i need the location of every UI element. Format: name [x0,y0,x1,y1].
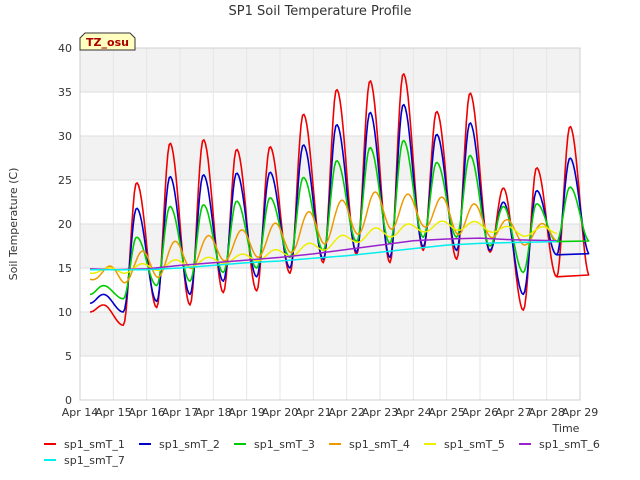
legend-label-sp1_smT_5: sp1_smT_5 [444,438,505,451]
legend-label-sp1_smT_6: sp1_smT_6 [539,438,600,451]
plot-band [80,92,580,136]
y-tick-label: 30 [58,130,72,143]
legend-label-sp1_smT_3: sp1_smT_3 [254,438,315,451]
x-tick-label: Apr 28 [528,406,565,419]
x-axis-label: Time [552,422,580,435]
y-axis-label: Soil Temperature (C) [7,168,20,281]
series-line-sp1_smT_5 [89,220,557,275]
y-tick-label: 25 [58,174,72,187]
legend: sp1_smT_1 sp1_smT_2 sp1_smT_3 sp1_smT_4 sp1_… [44,438,600,467]
x-tick-label: Apr 23 [362,406,399,419]
y-tick-label: 40 [58,42,72,55]
y-axis-ticks: 0 5 10 15 20 25 30 35 40 [58,42,72,407]
x-tick-label: Apr 17 [162,406,199,419]
y-tick-label: 0 [65,394,72,407]
x-tick-label: Apr 26 [462,406,499,419]
x-tick-label: Apr 20 [262,406,299,419]
x-tick-label: Apr 22 [328,406,365,419]
x-tick-label: Apr 21 [295,406,332,419]
series-line-sp1_smT_7 [90,240,557,271]
legend-label-sp1_smT_4: sp1_smT_4 [349,438,410,451]
x-tick-label: Apr 16 [128,406,165,419]
legend-label-sp1_smT_2: sp1_smT_2 [159,438,220,451]
series-line-sp1_smT_2 [89,103,590,313]
legend-label-sp1_smT_1: sp1_smT_1 [64,438,125,451]
legend-label-sp1_smT_7: sp1_smT_7 [64,454,125,467]
series-line-sp1_smT_3 [89,139,590,300]
x-tick-label: Apr 18 [195,406,232,419]
tz-annotation: TZ_osu [79,32,136,51]
y-tick-label: 10 [58,306,72,319]
plot-band [80,48,580,92]
plot-frame [79,47,581,401]
y-tick-label: 20 [58,218,72,231]
plot-band [80,268,580,312]
x-tick-label: Apr 14 [62,406,99,419]
series-line-sp1_smT_4 [89,191,558,284]
x-tick-label: Apr 24 [395,406,432,419]
y-tick-label: 15 [58,262,72,275]
x-tick-label: Apr 15 [95,406,132,419]
x-tick-label: Apr 27 [495,406,532,419]
series-line-sp1_smT_1 [89,73,590,326]
x-tick-label: Apr 29 [562,406,599,419]
y-tick-label: 5 [65,350,72,363]
x-tick-label: Apr 19 [228,406,265,419]
series-lines [89,73,590,326]
y-tick-label: 35 [58,86,72,99]
x-tick-label: Apr 25 [428,406,465,419]
tz-badge-box [79,32,136,51]
series-line-sp1_smT_6 [89,237,557,271]
chart-title: SP1 Soil Temperature Profile [229,4,412,19]
plot-band [80,312,580,356]
plot-band [80,356,580,400]
tz-badge-label: TZ_osu [86,36,129,49]
